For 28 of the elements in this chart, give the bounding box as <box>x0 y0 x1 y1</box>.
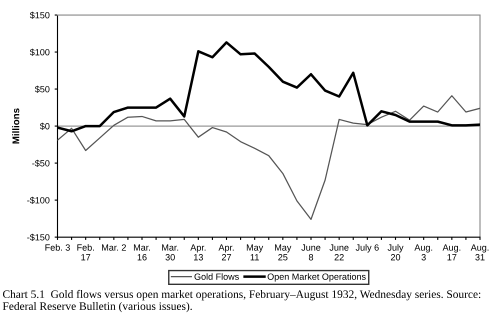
y-tick-label: -$50 <box>32 160 50 167</box>
x-tick-label: Feb. 3 <box>45 244 70 251</box>
line-series <box>58 95 480 220</box>
x-tick-label: July 6 <box>356 244 379 252</box>
caption: Chart 5.1 Gold flows versus open market operations, February–August 1932, Wednesday series. Source: Federal Reserve Bulletin (various issues). <box>2 290 480 312</box>
x-tick-label: Apr. 27 <box>218 244 234 260</box>
y-tick-label: $100 <box>30 48 50 56</box>
x-tick-label: June 8 <box>301 244 320 260</box>
y-tick-label: -$100 <box>27 196 50 204</box>
x-tick-label: May 25 <box>275 244 292 260</box>
x-tick-label: Mar. 2 <box>102 244 126 251</box>
x-tick-label: Mar. 30 <box>162 244 178 260</box>
legend-label: Gold Flows <box>194 273 239 280</box>
x-tick-label: Aug. 17 <box>442 244 460 260</box>
y-tick-label: $0 <box>40 122 50 130</box>
x-tick-label: Aug. 31 <box>470 244 488 260</box>
x-tick-label: June 22 <box>330 244 349 260</box>
x-tick-label: Apr. 13 <box>190 244 206 260</box>
y-axis-title: Millions <box>12 108 20 144</box>
legend-label: Open Market Operations <box>268 273 366 282</box>
y-tick-label: $150 <box>30 12 50 19</box>
x-tick-label: Aug. 3 <box>414 244 432 260</box>
y-tick-label: -$150 <box>27 234 50 242</box>
x-tick-label: Feb. 17 <box>77 244 94 260</box>
x-tick-label: July 20 <box>388 244 404 260</box>
y-tick-label: $50 <box>34 86 50 93</box>
x-tick-label: May 11 <box>246 244 264 260</box>
x-tick-label: Mar. 16 <box>134 244 150 260</box>
